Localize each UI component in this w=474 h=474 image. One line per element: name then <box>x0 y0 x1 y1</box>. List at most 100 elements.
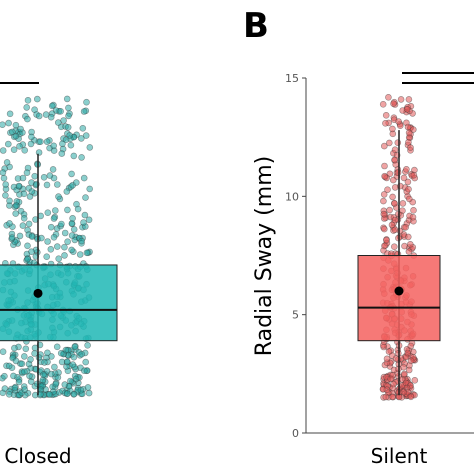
data-point-closed <box>71 343 79 351</box>
data-point-silent <box>401 242 408 250</box>
data-point-closed <box>77 386 85 394</box>
data-point-closed <box>69 361 77 368</box>
data-point-silent <box>388 221 396 229</box>
data-point-closed <box>20 215 28 222</box>
data-point-closed <box>73 179 80 186</box>
data-point-closed <box>12 121 20 129</box>
data-point-closed <box>82 358 89 366</box>
data-point-silent <box>381 162 388 170</box>
data-point-silent <box>409 213 417 221</box>
data-point-closed <box>82 194 89 201</box>
data-point-silent <box>400 370 408 378</box>
data-point-closed <box>68 232 76 239</box>
data-point-closed <box>58 150 66 157</box>
data-point-silent <box>390 100 397 107</box>
data-point-closed <box>47 246 55 253</box>
data-point-closed <box>79 125 87 132</box>
data-point-silent <box>391 216 399 224</box>
data-point-closed <box>41 359 48 366</box>
data-point-closed <box>11 344 18 352</box>
y-tick-label: 15 <box>285 72 299 85</box>
data-point-closed <box>28 233 36 240</box>
data-point-closed <box>70 353 78 361</box>
data-point-silent <box>382 120 389 127</box>
data-point-closed <box>39 376 47 384</box>
data-point-closed <box>74 205 82 213</box>
data-point-silent <box>404 349 412 357</box>
data-point-closed <box>78 154 85 161</box>
data-point-closed <box>70 390 78 398</box>
data-point-closed <box>43 253 51 261</box>
data-point-silent <box>402 224 410 231</box>
data-point-closed <box>5 362 13 370</box>
data-point-closed <box>5 390 13 398</box>
data-point-closed <box>50 234 58 241</box>
data-point-closed <box>0 348 7 355</box>
data-point-closed <box>53 181 61 188</box>
data-point-silent <box>380 142 388 150</box>
data-point-closed <box>24 115 31 123</box>
data-point-closed <box>43 138 51 145</box>
data-point-silent <box>379 101 387 108</box>
data-point-closed <box>43 181 51 189</box>
data-point-closed <box>70 152 78 160</box>
data-point-closed <box>12 132 20 140</box>
data-point-closed <box>66 132 73 139</box>
data-point-closed <box>62 136 70 143</box>
data-point-closed <box>6 110 14 118</box>
data-point-closed <box>16 232 24 240</box>
data-point-closed <box>64 390 71 398</box>
data-point-closed <box>44 209 52 216</box>
data-point-closed <box>78 135 85 142</box>
data-point-closed <box>63 188 71 195</box>
data-point-closed <box>57 349 65 357</box>
data-point-closed <box>42 111 50 118</box>
data-point-closed <box>27 356 34 363</box>
data-point-closed <box>83 98 90 106</box>
data-point-closed <box>40 174 48 181</box>
data-point-silent <box>399 200 407 207</box>
data-point-silent <box>394 169 402 176</box>
data-point-closed <box>80 219 87 226</box>
data-point-closed <box>68 246 75 254</box>
data-point-closed <box>86 185 93 193</box>
data-point-closed <box>62 346 70 354</box>
data-point-closed <box>15 182 23 190</box>
data-point-closed <box>84 384 92 391</box>
data-point-closed <box>49 166 57 173</box>
data-point-closed <box>84 341 91 349</box>
data-point-closed <box>54 119 62 126</box>
data-point-silent <box>383 355 391 363</box>
data-point-silent <box>394 139 402 146</box>
data-point-closed <box>78 237 85 245</box>
data-point-silent <box>405 195 413 203</box>
data-point-closed <box>6 197 13 205</box>
data-point-silent <box>381 172 388 180</box>
data-point-closed <box>1 372 8 380</box>
data-point-silent <box>383 386 391 394</box>
data-point-silent <box>389 125 396 133</box>
data-point-closed <box>2 192 9 199</box>
data-point-silent <box>382 393 390 401</box>
data-point-closed <box>23 169 31 176</box>
data-point-closed <box>33 95 41 103</box>
data-point-closed <box>38 234 45 242</box>
data-point-closed <box>21 386 29 393</box>
data-point-silent <box>403 106 411 113</box>
data-point-closed <box>61 243 68 251</box>
data-point-silent <box>400 388 407 396</box>
data-point-silent <box>404 178 412 186</box>
data-point-silent <box>404 233 412 241</box>
data-point-closed <box>44 238 51 245</box>
data-point-silent <box>389 393 396 401</box>
data-point-silent <box>380 197 387 205</box>
data-point-closed <box>10 146 18 153</box>
data-point-silent <box>410 171 418 179</box>
data-point-silent <box>385 348 393 355</box>
box-closed <box>0 264 118 342</box>
data-point-closed <box>51 207 59 214</box>
data-point-silent <box>405 366 413 374</box>
y-tick-label: 5 <box>292 309 299 322</box>
data-point-closed <box>85 216 93 224</box>
data-point-silent <box>390 243 398 250</box>
